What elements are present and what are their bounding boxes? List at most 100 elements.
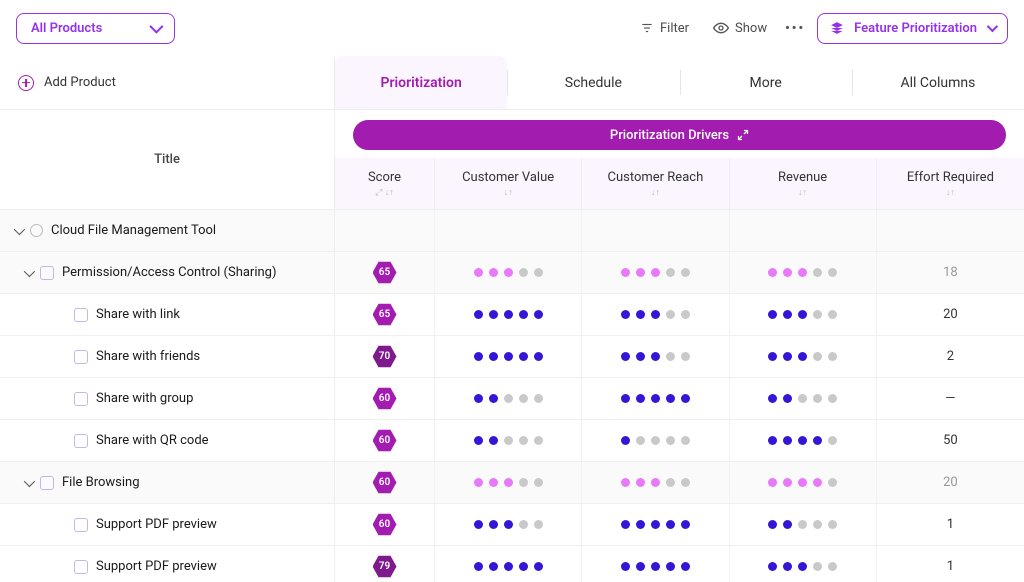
score-badge[interactable]: 60 xyxy=(373,429,397,453)
rating-dots[interactable] xyxy=(768,352,837,361)
effort-cell[interactable]: 50 xyxy=(877,420,1024,461)
rating-dots[interactable] xyxy=(474,310,543,319)
checkbox[interactable] xyxy=(40,266,54,280)
row-title-cell[interactable]: File Browsing xyxy=(0,462,335,503)
row-title-cell[interactable]: Share with QR code xyxy=(0,420,335,461)
column-header[interactable]: Customer Reach↓↑ xyxy=(582,158,729,209)
rating-dots[interactable] xyxy=(768,562,837,571)
add-product-button[interactable]: Add Product xyxy=(0,56,334,110)
customer-value-cell xyxy=(435,462,582,503)
row-title-cell[interactable]: Cloud File Management Tool xyxy=(0,210,335,251)
rating-dots[interactable] xyxy=(621,520,690,529)
score-badge[interactable]: 60 xyxy=(373,513,397,537)
checkbox[interactable] xyxy=(40,476,54,490)
row-title-cell[interactable]: Share with group xyxy=(0,378,335,419)
row-title: Support PDF preview xyxy=(96,559,217,574)
dot xyxy=(621,478,630,487)
dot xyxy=(768,394,777,403)
rating-dots[interactable] xyxy=(768,436,837,445)
customer-value-cell xyxy=(435,420,582,461)
chevron-down-icon[interactable] xyxy=(24,265,35,276)
score-cell xyxy=(335,210,435,251)
row-title-cell[interactable]: Share with friends xyxy=(0,336,335,377)
dot xyxy=(651,562,660,571)
filter-button[interactable]: Filter xyxy=(634,17,695,40)
checkbox[interactable] xyxy=(74,434,88,448)
score-badge[interactable]: 65 xyxy=(373,261,397,285)
column-header[interactable]: Revenue↓↑ xyxy=(730,158,877,209)
column-header[interactable]: Customer Value↓↑ xyxy=(435,158,582,209)
effort-cell[interactable]: — xyxy=(877,378,1024,419)
checkbox[interactable] xyxy=(74,308,88,322)
row-title-cell[interactable]: Permission/Access Control (Sharing) xyxy=(0,252,335,293)
effort-cell[interactable]: 1 xyxy=(877,546,1024,582)
dot xyxy=(651,352,660,361)
prioritization-drivers-bar[interactable]: Prioritization Drivers xyxy=(353,120,1006,150)
effort-value: 18 xyxy=(943,265,958,280)
rating-dots[interactable] xyxy=(474,562,543,571)
dot xyxy=(504,520,513,529)
column-header-label: Revenue xyxy=(778,170,827,185)
rating-dots[interactable] xyxy=(474,478,543,487)
score-badge[interactable]: 70 xyxy=(373,345,397,369)
customer-reach-cell xyxy=(582,462,729,503)
rating-dots[interactable] xyxy=(768,310,837,319)
checkbox[interactable] xyxy=(74,560,88,574)
rating-dots[interactable] xyxy=(621,436,690,445)
dot xyxy=(534,352,543,361)
customer-reach-cell xyxy=(582,252,729,293)
rating-dots[interactable] xyxy=(474,436,543,445)
effort-cell[interactable]: 20 xyxy=(877,462,1024,503)
tab-all-columns[interactable]: All Columns xyxy=(852,56,1024,109)
row-title-cell[interactable]: Support PDF preview xyxy=(0,546,335,582)
customer-reach-cell xyxy=(582,336,729,377)
row-title-cell[interactable]: Share with link xyxy=(0,294,335,335)
tab-schedule[interactable]: Schedule xyxy=(507,56,679,109)
filter-icon xyxy=(640,21,654,35)
score-badge[interactable]: 60 xyxy=(373,387,397,411)
dot xyxy=(783,268,792,277)
chevron-down-icon[interactable] xyxy=(14,223,25,234)
effort-cell[interactable]: 2 xyxy=(877,336,1024,377)
rating-dots[interactable] xyxy=(621,352,690,361)
effort-cell[interactable] xyxy=(877,210,1024,251)
rating-dots[interactable] xyxy=(768,268,837,277)
checkbox[interactable] xyxy=(74,392,88,406)
checkbox[interactable] xyxy=(74,350,88,364)
view-select[interactable]: Feature Prioritization xyxy=(817,13,1008,44)
rating-dots[interactable] xyxy=(474,352,543,361)
rating-dots[interactable] xyxy=(621,268,690,277)
rating-dots[interactable] xyxy=(621,310,690,319)
row-title-cell[interactable]: Support PDF preview xyxy=(0,504,335,545)
show-button[interactable]: Show xyxy=(707,16,773,40)
rating-dots[interactable] xyxy=(621,478,690,487)
rating-dots[interactable] xyxy=(768,520,837,529)
effort-cell[interactable]: 1 xyxy=(877,504,1024,545)
score-badge[interactable]: 60 xyxy=(373,471,397,495)
tab-prioritization[interactable]: Prioritization xyxy=(335,56,507,109)
chevron-down-icon[interactable] xyxy=(24,475,35,486)
rating-dots[interactable] xyxy=(768,394,837,403)
column-header[interactable]: Score⤢ ↓↑ xyxy=(335,158,435,209)
rating-dots[interactable] xyxy=(621,394,690,403)
rating-dots[interactable] xyxy=(474,520,543,529)
dot xyxy=(489,394,498,403)
rating-dots[interactable] xyxy=(474,268,543,277)
effort-cell[interactable]: 18 xyxy=(877,252,1024,293)
rating-dots[interactable] xyxy=(621,562,690,571)
score-badge[interactable]: 79 xyxy=(373,555,397,579)
more-actions-button[interactable]: ••• xyxy=(785,21,805,36)
rating-dots[interactable] xyxy=(474,394,543,403)
dot xyxy=(621,520,630,529)
tab-more[interactable]: More xyxy=(680,56,852,109)
dot xyxy=(519,520,528,529)
rating-dots[interactable] xyxy=(768,478,837,487)
radio[interactable] xyxy=(30,224,43,237)
group-row: Permission/Access Control (Sharing) 65 18 xyxy=(0,252,1024,294)
column-header[interactable]: Effort Required↓↑ xyxy=(877,158,1024,209)
effort-cell[interactable]: 20 xyxy=(877,294,1024,335)
dot xyxy=(666,394,675,403)
checkbox[interactable] xyxy=(74,518,88,532)
product-picker[interactable]: All Products xyxy=(16,13,175,44)
score-badge[interactable]: 65 xyxy=(373,303,397,327)
